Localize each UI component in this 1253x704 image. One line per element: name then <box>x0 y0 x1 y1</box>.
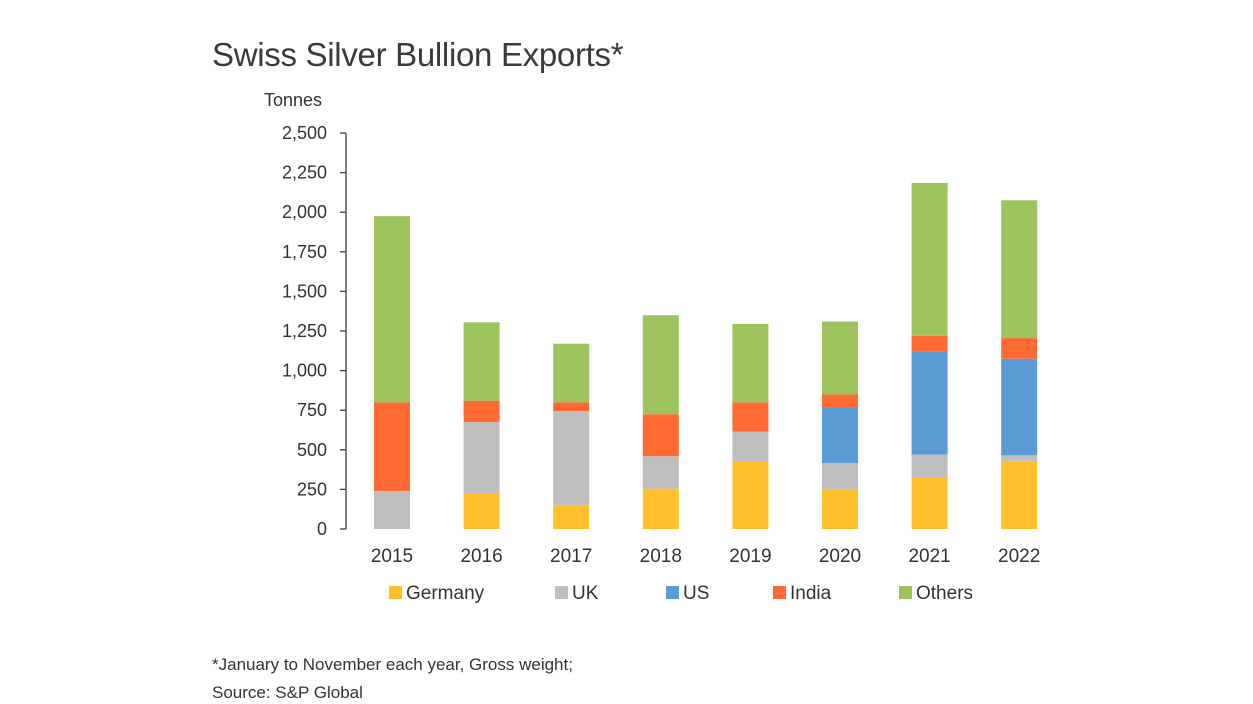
x-tick-labels: 2015 2016 2017 2018 2019 2020 2021 2022 <box>371 546 1040 567</box>
y-tick-label: 2,000 <box>282 202 327 222</box>
x-tick-label: 2018 <box>640 546 682 567</box>
bar-segment-uk-2021 <box>911 454 948 478</box>
legend-label-others: Others <box>916 583 973 604</box>
y-tick-label: 1,750 <box>282 242 327 262</box>
bar-segment-uk-2015 <box>374 491 410 529</box>
bar-segment-uk-2016 <box>463 422 500 494</box>
y-tick-label: 2,500 <box>282 123 327 143</box>
bar-segment-others-2019 <box>732 323 769 403</box>
y-tick-label: 750 <box>297 400 327 420</box>
legend-swatch-india <box>773 586 786 599</box>
stacked-bar-chart: Tonnes 0 250 500 750 1,000 1,250 1,500 1,750 2,0… <box>264 90 1040 604</box>
bar-segment-germany-2020 <box>822 489 858 529</box>
chart-title: Swiss Silver Bullion Exports* <box>212 36 624 73</box>
x-tick-label: 2015 <box>371 546 413 567</box>
axes: 0 250 500 750 1,000 1,250 1,500 1,750 2,000 2,250… <box>282 123 347 539</box>
legend-swatch-others <box>899 586 912 599</box>
bar-segment-uk-2018 <box>642 456 679 489</box>
bar-segment-india-2018 <box>642 414 679 457</box>
bar-segment-others-2022 <box>1001 200 1038 339</box>
bar-segment-india-2016 <box>463 400 500 423</box>
bar-segment-others-2021 <box>911 182 948 336</box>
bar-segment-germany-2022 <box>1001 460 1038 529</box>
y-tick-label: 2,250 <box>282 163 327 183</box>
x-tick-label: 2017 <box>550 546 592 567</box>
bar-segment-uk-2022 <box>1001 455 1038 461</box>
bar-segment-germany-2021 <box>911 477 948 529</box>
bar-segment-others-2017 <box>553 343 590 403</box>
y-axis-label: Tonnes <box>264 90 322 110</box>
footnote-line-1: *January to November each year, Gross we… <box>212 655 573 674</box>
bar-segment-india-2020 <box>822 394 858 408</box>
y-tick-label: 1,000 <box>282 361 327 381</box>
x-tick-label: 2021 <box>908 546 950 567</box>
y-tick-label: 1,250 <box>282 321 327 341</box>
footnote-source: Source: S&P Global <box>212 683 363 702</box>
bar-segment-india-2017 <box>553 402 590 411</box>
bar-segment-others-2016 <box>463 322 500 401</box>
x-tick-label: 2020 <box>819 546 861 567</box>
x-tick-label: 2019 <box>729 546 771 567</box>
bar-segment-germany-2018 <box>642 488 679 529</box>
legend-label-india: India <box>790 583 832 604</box>
bar-segment-others-2018 <box>642 315 679 415</box>
y-tick-label: 0 <box>317 519 327 539</box>
bar-segment-uk-2019 <box>732 431 769 461</box>
bar-segment-us-2020 <box>822 407 858 464</box>
bar-segment-india-2015 <box>374 402 410 491</box>
bar-segment-germany-2017 <box>553 505 590 529</box>
legend-label-us: US <box>683 583 709 604</box>
bar-segment-uk-2020 <box>822 463 858 490</box>
legend: Germany UK US India Others <box>389 583 973 604</box>
bars <box>374 182 1038 529</box>
x-tick-label: 2016 <box>460 546 502 567</box>
bar-segment-india-2019 <box>732 402 769 432</box>
bar-segment-others-2020 <box>822 321 858 395</box>
legend-label-germany: Germany <box>406 583 485 604</box>
legend-swatch-uk <box>555 586 568 599</box>
bar-segment-us-2022 <box>1001 358 1038 456</box>
y-tick-label: 250 <box>297 479 327 499</box>
bar-segment-us-2021 <box>911 351 948 455</box>
bar-segment-india-2022 <box>1001 338 1038 359</box>
y-tick-label: 500 <box>297 440 327 460</box>
x-tick-label: 2022 <box>998 546 1040 567</box>
bar-segment-india-2021 <box>911 335 948 352</box>
bar-segment-others-2015 <box>374 216 410 403</box>
legend-swatch-us <box>666 586 679 599</box>
bar-segment-germany-2019 <box>732 460 769 529</box>
legend-label-uk: UK <box>572 583 599 604</box>
bar-segment-germany-2016 <box>463 493 500 529</box>
y-tick-label: 1,500 <box>282 281 327 301</box>
bar-segment-uk-2017 <box>553 411 590 506</box>
legend-swatch-germany <box>389 586 402 599</box>
